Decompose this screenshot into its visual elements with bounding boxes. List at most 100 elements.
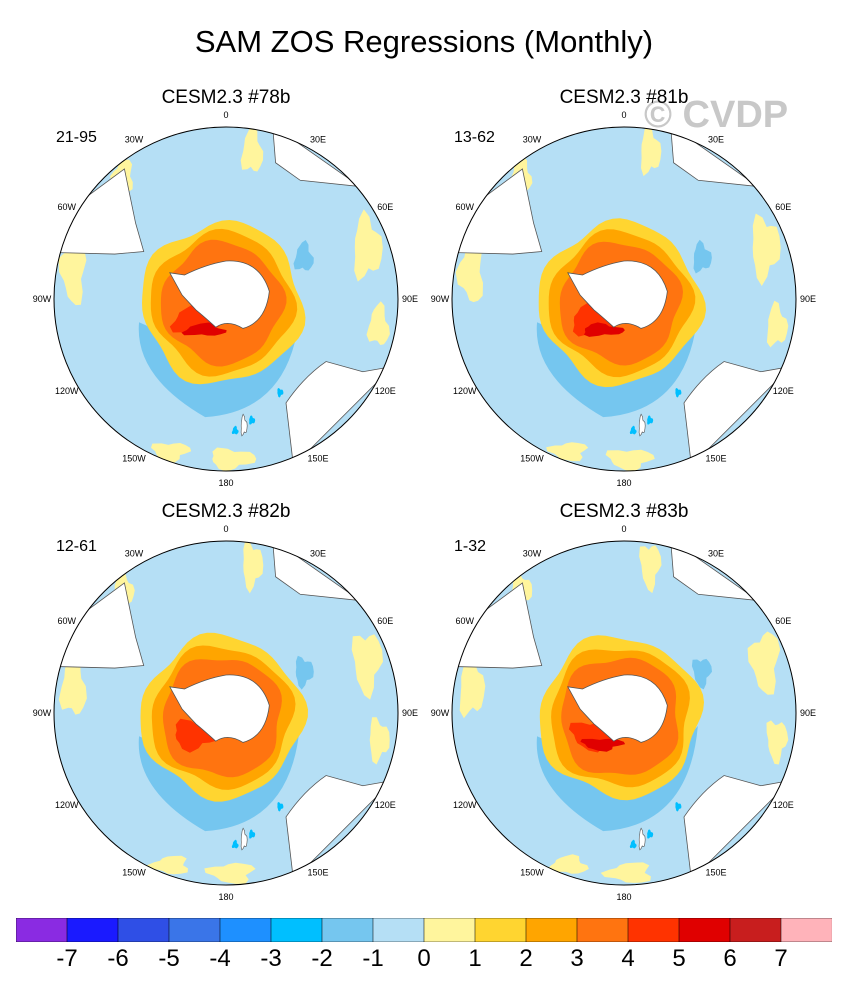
colorbar-tick-label: -1 [362, 945, 384, 972]
colorbar-tick-label: 5 [672, 945, 686, 972]
lon-label: 120E [773, 386, 794, 396]
lon-label: 30W [523, 135, 542, 145]
lon-label: 90W [431, 708, 450, 718]
lon-label: 30W [125, 135, 144, 145]
colorbar-tick-label: 6 [723, 945, 737, 972]
polar-map: 0 30E 60E 90E 120E 150E 180 150W 120W 90W 60W 30W [33, 110, 418, 488]
strong-negative-spot [277, 388, 284, 398]
lon-label: 120W [453, 800, 477, 810]
colorbar-tick-label: 7 [774, 945, 788, 972]
cvdp-watermark: © CVDP [644, 94, 789, 136]
lon-label: 90W [33, 708, 52, 718]
positive-anomaly-region [369, 717, 390, 765]
colorbar-swatch [168, 918, 221, 942]
map-border [53, 540, 399, 886]
colorbar-swatch [729, 918, 782, 942]
australia-landmass [285, 361, 395, 467]
colorbar-tick-label: -3 [260, 945, 282, 972]
lon-label: 150E [705, 453, 726, 463]
lon-label: 30W [125, 549, 144, 559]
panel-year-range: 21-95 [56, 129, 97, 146]
positive-anomaly-region [243, 541, 264, 594]
colorbar-tick-label: -4 [209, 945, 231, 972]
lon-label: 90E [800, 294, 816, 304]
australia-landmass [683, 775, 793, 881]
strong-negative-spot [647, 415, 654, 425]
new-zealand-landmass [240, 827, 248, 851]
map-panel-83b: CESM2.3 #83b 1-32 0 30E 60E 90E 120E 150E 180 1… [424, 500, 824, 920]
lon-label: 120E [375, 386, 396, 396]
strong-negative-spot [675, 388, 682, 398]
lon-label: 180 [616, 892, 631, 902]
colorbar-swatch [219, 918, 272, 942]
positive-anomaly-region [455, 240, 483, 303]
lon-label: 180 [616, 478, 631, 488]
lon-label: 150E [705, 867, 726, 877]
positive-anomaly-region [58, 241, 87, 306]
negative-anomaly-region [691, 658, 712, 690]
negative-anomaly-region [293, 240, 314, 271]
panel-title: CESM2.3 #81b [559, 87, 689, 108]
positive-anomaly-region [147, 855, 188, 875]
colorbar-swatch [321, 918, 374, 942]
colorbar-tick-label: 3 [570, 945, 584, 972]
strong-negative-spot [231, 425, 239, 435]
south-america-landmass [452, 168, 543, 255]
lon-label: 180 [218, 478, 233, 488]
australia-landmass [683, 361, 793, 467]
colorbar-tick-label: 0 [417, 945, 431, 972]
ring-level-5 [580, 738, 626, 752]
colorbar-swatch [576, 918, 629, 942]
colorbar-tick-label: -6 [107, 945, 129, 972]
positive-anomaly-region [605, 449, 655, 471]
strong-negative-spot [277, 802, 284, 812]
lon-label: 30E [310, 549, 326, 559]
lon-label: 0 [621, 110, 626, 120]
positive-anomaly-region [546, 854, 589, 874]
strong-negative-spot [249, 829, 256, 839]
colorbar-swatch [525, 918, 578, 942]
colorbar-swatch [474, 918, 527, 942]
lon-label: 60W [455, 202, 474, 212]
south-america-landmass [54, 582, 145, 669]
lon-label: 90E [800, 708, 816, 718]
polar-map: 0 30E 60E 90E 120E 150E 180 150W 120W 90W 60W 30W [431, 110, 816, 488]
map-border [451, 540, 797, 886]
south-america-landmass [452, 582, 543, 669]
colorbar-tick-label: 2 [519, 945, 533, 972]
lon-label: 30E [708, 135, 724, 145]
lon-label: 90E [402, 708, 418, 718]
lon-label: 60E [775, 202, 791, 212]
strong-negative-spot [647, 829, 654, 839]
antarctica-landmass [169, 674, 270, 743]
colorbar-swatch [16, 918, 68, 942]
panel-title: CESM2.3 #82b [161, 501, 291, 522]
lon-label: 60E [377, 202, 393, 212]
lon-label: 120E [375, 800, 396, 810]
lon-label: 90W [33, 294, 52, 304]
ring-level-5 [584, 322, 625, 337]
polar-map: 0 30E 60E 90E 120E 150E 180 150W 120W 90W 60W 30W [431, 524, 816, 902]
antarctica-landmass [169, 260, 270, 329]
colorbar-tick-label: 4 [621, 945, 635, 972]
lon-label: 90W [431, 294, 450, 304]
positive-anomaly-region [354, 209, 383, 282]
map-border [451, 126, 797, 472]
lon-label: 30E [708, 549, 724, 559]
map-panel-78b: CESM2.3 #78b 21-95 0 30E 60E 90E 120E 150E 180… [26, 86, 426, 506]
lon-label: 150E [307, 453, 328, 463]
main-title: SAM ZOS Regressions (Monthly) [194, 24, 654, 59]
positive-anomaly-region [641, 127, 662, 177]
strong-negative-spot [675, 802, 682, 812]
positive-anomaly-region [366, 301, 390, 345]
lon-label: 120W [453, 386, 477, 396]
map-panel-82b: CESM2.3 #82b 12-61 0 30E 60E 90E 120E 150E 180… [26, 500, 426, 920]
lon-label: 120W [55, 386, 79, 396]
strong-negative-spot [249, 415, 256, 425]
panel-year-range: 12-61 [56, 538, 97, 555]
lon-label: 150E [307, 867, 328, 877]
colorbar-swatch [678, 918, 731, 942]
new-zealand-landmass [638, 827, 646, 851]
strong-negative-spot [629, 839, 637, 849]
colorbar [16, 918, 832, 942]
